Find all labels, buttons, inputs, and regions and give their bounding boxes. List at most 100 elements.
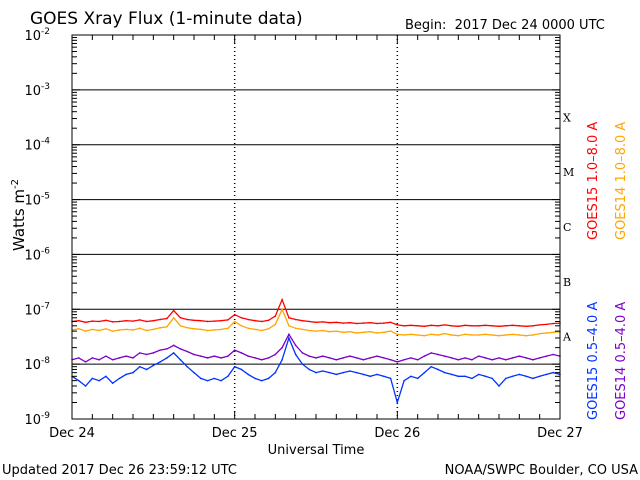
data-point — [105, 328, 107, 330]
data-point — [233, 365, 236, 368]
data-point — [532, 377, 534, 380]
legend-entry: GOES14 0.5–4.0 A — [614, 302, 629, 420]
data-point — [77, 328, 80, 330]
data-point — [538, 324, 541, 326]
data-point — [247, 355, 250, 357]
data-point — [138, 352, 141, 354]
data-point — [457, 358, 460, 361]
data-point — [186, 350, 189, 353]
data-point — [484, 375, 487, 378]
data-point — [281, 358, 283, 361]
flare-class-C: C — [563, 221, 571, 234]
data-point — [457, 325, 460, 328]
data-point — [233, 313, 236, 316]
data-point — [193, 328, 195, 330]
data-point — [477, 324, 480, 327]
data-point — [349, 370, 351, 372]
data-point — [403, 324, 405, 327]
data-point — [315, 357, 317, 359]
data-point — [491, 324, 494, 327]
data-point — [301, 352, 304, 354]
y-tick-base: 10 — [24, 303, 41, 318]
data-point — [206, 320, 209, 323]
y-axis-label-text: Watts m — [10, 189, 28, 251]
data-point — [396, 333, 399, 336]
data-point — [376, 355, 378, 357]
plot-frame — [71, 34, 561, 420]
data-point — [321, 355, 324, 357]
data-point — [267, 377, 270, 380]
data-point — [552, 322, 555, 325]
data-point — [199, 355, 202, 357]
data-point — [166, 357, 168, 359]
data-point — [220, 379, 222, 382]
data-point — [410, 333, 412, 336]
y-tick-base: 10 — [24, 84, 41, 99]
data-point — [545, 355, 548, 357]
data-point — [145, 353, 148, 356]
data-point — [125, 328, 128, 331]
data-point — [430, 352, 433, 354]
data-point — [471, 377, 473, 380]
data-point — [288, 333, 290, 336]
data-point — [247, 373, 250, 376]
data-point — [220, 328, 222, 331]
data-point — [328, 330, 331, 333]
flare-class-labels: X M C B A — [562, 111, 574, 343]
data-point — [111, 358, 114, 361]
data-point — [321, 321, 324, 323]
data-point — [152, 328, 155, 331]
y-tick-label: 10-5 — [24, 192, 50, 209]
y-tick-exp: -2 — [41, 27, 50, 37]
data-point — [281, 346, 283, 349]
data-point — [518, 324, 521, 327]
data-point — [179, 324, 182, 327]
y-tick-exp: -8 — [41, 356, 50, 366]
data-point — [301, 328, 304, 331]
data-point — [410, 357, 412, 359]
data-point — [260, 379, 263, 382]
data-point — [484, 333, 487, 336]
data-point — [193, 353, 195, 356]
data-point — [376, 373, 378, 376]
data-point — [227, 327, 229, 330]
data-point — [98, 329, 100, 332]
data-point — [477, 334, 480, 336]
data-point — [159, 349, 161, 351]
data-point — [369, 357, 372, 359]
data-point — [186, 318, 189, 321]
data-point — [504, 377, 507, 380]
data-point — [315, 371, 317, 374]
data-point — [430, 333, 433, 336]
data-point — [267, 319, 270, 322]
data-point — [288, 324, 290, 327]
data-point — [396, 401, 399, 404]
data-point — [105, 355, 107, 357]
data-point — [267, 357, 270, 359]
data-point — [125, 373, 128, 376]
data-point — [450, 334, 453, 336]
data-point — [84, 330, 87, 332]
data-point — [437, 368, 439, 371]
data-point — [118, 329, 121, 331]
y-tick-exp: -7 — [41, 301, 50, 311]
y-tick-label: 10-3 — [24, 82, 50, 99]
data-point — [355, 332, 358, 334]
data-point — [335, 330, 338, 332]
data-point — [179, 358, 182, 361]
data-point — [443, 355, 446, 357]
data-point — [491, 334, 494, 336]
data-point — [308, 320, 311, 323]
data-point — [382, 322, 385, 324]
data-point — [369, 321, 372, 324]
data-point — [199, 328, 202, 331]
data-point — [98, 320, 100, 323]
data-point — [518, 334, 521, 336]
data-point — [315, 321, 317, 324]
data-point — [450, 373, 453, 376]
data-point — [416, 324, 419, 327]
y-tick-base: 10 — [24, 29, 41, 44]
data-point — [511, 333, 514, 336]
data-point — [457, 375, 460, 378]
